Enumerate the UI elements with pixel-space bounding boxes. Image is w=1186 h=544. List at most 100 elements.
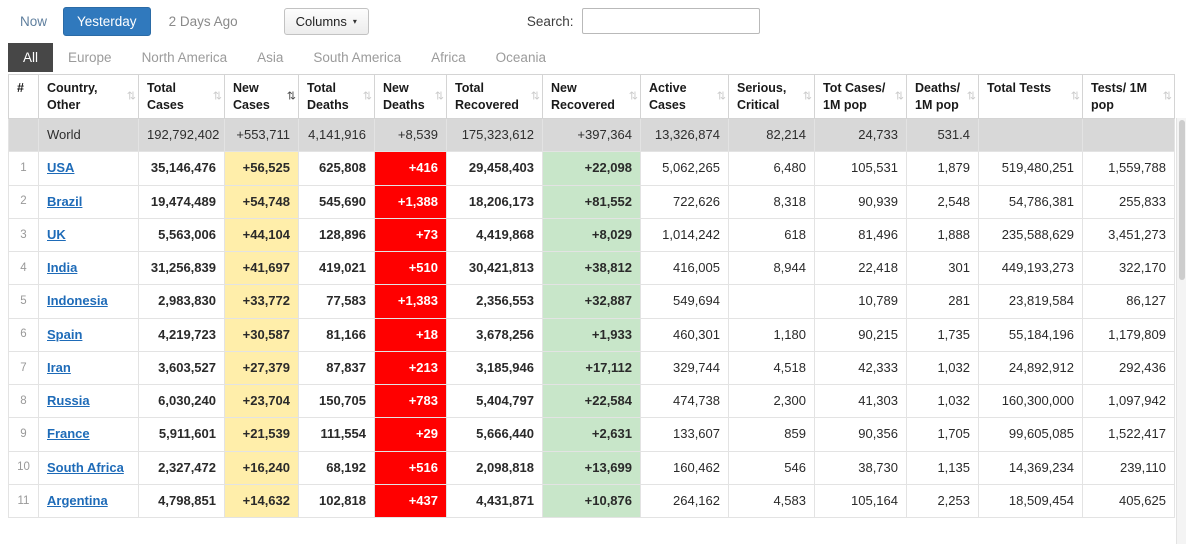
tot-cases-1m-pop-cell: 22,418 [814,250,907,286]
rank-cell: 1 [8,151,39,186]
search-input[interactable] [582,8,761,34]
new-deaths-cell: +213 [374,350,447,386]
column-header-tot-cases-1m-pop[interactable]: Tot Cases/ 1M pop ⇅ [814,74,907,119]
tab-africa[interactable]: Africa [431,50,466,65]
column-header-active-cases[interactable]: Active Cases ⇅ [640,74,729,119]
sort-icon[interactable]: ⇅ [434,90,444,103]
country-link[interactable]: Spain [47,326,83,342]
table-row: 7 Iran 3,603,527 +27,379 87,837 +213 3,185,946… [8,350,1175,386]
country-link[interactable]: UK [47,226,66,242]
tests-1m-pop-cell: 1,559,788 [1082,151,1175,186]
country-link[interactable]: Russia [47,393,90,408]
country-link[interactable]: USA [47,160,75,176]
country-link[interactable]: Iran [47,359,71,375]
country-link[interactable]: France [47,426,90,442]
total-cases-cell: 35,146,476 [138,151,225,186]
total-tests-cell: 18,509,454 [978,483,1083,519]
country-link[interactable]: India [47,260,78,275]
two-days-ago-button[interactable]: 2 Days Ago [168,13,238,29]
new-cases-cell: +23,704 [224,383,299,419]
serious-critical-cell: 8,944 [728,250,815,286]
total-cases-cell: 2,983,830 [138,284,225,319]
tab-all[interactable]: All [8,43,54,72]
sort-icon[interactable]: ⇅ [212,90,222,103]
tot-cases-1m-pop-cell: 41,303 [814,383,907,419]
sort-icon[interactable]: ⇅ [802,90,812,103]
column-header-label: Country, Other [47,81,98,112]
yesterday-button[interactable]: Yesterday [63,6,151,36]
sort-icon[interactable]: ⇅ [286,90,296,103]
total-tests-cell [978,117,1083,153]
deaths-1m-pop-cell: 301 [906,250,979,286]
column-header-new-deaths[interactable]: New Deaths ⇅ [374,74,447,119]
tab-oceania[interactable]: Oceania [495,50,546,65]
column-header-total-recovered[interactable]: Total Recovered ⇅ [446,74,543,119]
sort-icon[interactable]: ⇅ [126,90,136,103]
new-deaths-cell: +1,388 [374,184,447,219]
column-header-serious-critical[interactable]: Serious, Critical ⇅ [728,74,815,119]
table-body: World 192,792,402 +553,711 4,141,916 +8,539 1… [8,117,1175,519]
tab-north-america[interactable]: North America [141,50,228,65]
column-header-country-other[interactable]: Country, Other ⇅ [38,74,139,119]
rank-cell: 8 [8,383,39,419]
tab-asia[interactable]: Asia [257,50,284,65]
serious-critical-cell: 546 [728,450,815,485]
new-deaths-cell: +29 [374,417,447,452]
serious-critical-cell: 4,583 [728,483,815,519]
table-scrollbar[interactable] [1176,118,1186,544]
total-recovered-cell: 3,185,946 [446,350,543,386]
table-header-row: # Country, Other ⇅ Total Cases ⇅ New Cases ⇅ To… [8,74,1175,119]
sort-icon[interactable]: ⇅ [716,90,726,103]
sort-icon[interactable]: ⇅ [362,90,372,103]
tab-europe[interactable]: Europe [68,50,112,65]
column-header-new-cases[interactable]: New Cases ⇅ [224,74,299,119]
column-header-total-tests[interactable]: Total Tests ⇅ [978,74,1083,119]
tot-cases-1m-pop-cell: 90,356 [814,417,907,452]
column-header-new-recovered[interactable]: New Recovered ⇅ [542,74,641,119]
active-cases-cell: 133,607 [640,417,729,452]
table-row: 10 South Africa 2,327,472 +16,240 68,192 +516… [8,450,1175,485]
columns-dropdown-button[interactable]: Columns ▾ [283,7,369,35]
column-header-tests-1m-pop[interactable]: Tests/ 1M pop ⇅ [1082,74,1175,119]
total-recovered-cell: 5,404,797 [446,383,543,419]
active-cases-cell: 160,462 [640,450,729,485]
active-cases-cell: 1,014,242 [640,217,729,253]
column-header-total-deaths[interactable]: Total Deaths ⇅ [298,74,375,119]
column-header-label: Total Cases [147,81,184,112]
search-section: Search: [527,8,761,34]
total-cases-cell: 3,603,527 [138,350,225,386]
column-header-label: Total Deaths [307,81,349,112]
new-deaths-cell: +1,383 [374,284,447,319]
now-button[interactable]: Now [20,13,48,29]
deaths-1m-pop-cell: 1,032 [906,350,979,386]
columns-dropdown-label: Columns [295,13,347,29]
sort-icon[interactable]: ⇅ [1070,90,1080,103]
total-deaths-cell: 77,583 [298,284,375,319]
serious-critical-cell: 6,480 [728,151,815,186]
new-recovered-cell: +1,933 [542,317,641,352]
sort-icon[interactable]: ⇅ [966,90,976,103]
country-link[interactable]: Indonesia [47,293,108,309]
new-cases-cell: +33,772 [224,284,299,319]
column-header-deaths-1m-pop[interactable]: Deaths/ 1M pop ⇅ [906,74,979,119]
new-deaths-cell: +18 [374,317,447,352]
tests-1m-pop-cell: 3,451,273 [1082,217,1175,253]
total-recovered-cell: 2,098,818 [446,450,543,485]
tot-cases-1m-pop-cell: 105,531 [814,151,907,186]
new-recovered-cell: +17,112 [542,350,641,386]
search-label: Search: [526,13,574,29]
country-link[interactable]: South Africa [47,459,124,475]
country-link[interactable]: Brazil [47,193,83,209]
sort-icon[interactable]: ⇅ [530,90,540,103]
sort-icon[interactable]: ⇅ [894,90,904,103]
sort-icon[interactable]: ⇅ [628,90,638,103]
tab-south-america[interactable]: South America [313,50,402,65]
deaths-1m-pop-cell: 1,705 [906,417,979,452]
serious-critical-cell: 618 [728,217,815,253]
scrollbar-thumb[interactable] [1179,120,1185,280]
deaths-1m-pop-cell: 1,735 [906,317,979,352]
sort-icon[interactable]: ⇅ [1162,90,1172,103]
country-link[interactable]: Argentina [47,492,108,508]
column-header-total-cases[interactable]: Total Cases ⇅ [138,74,225,119]
total-tests-cell: 519,480,251 [978,151,1083,186]
